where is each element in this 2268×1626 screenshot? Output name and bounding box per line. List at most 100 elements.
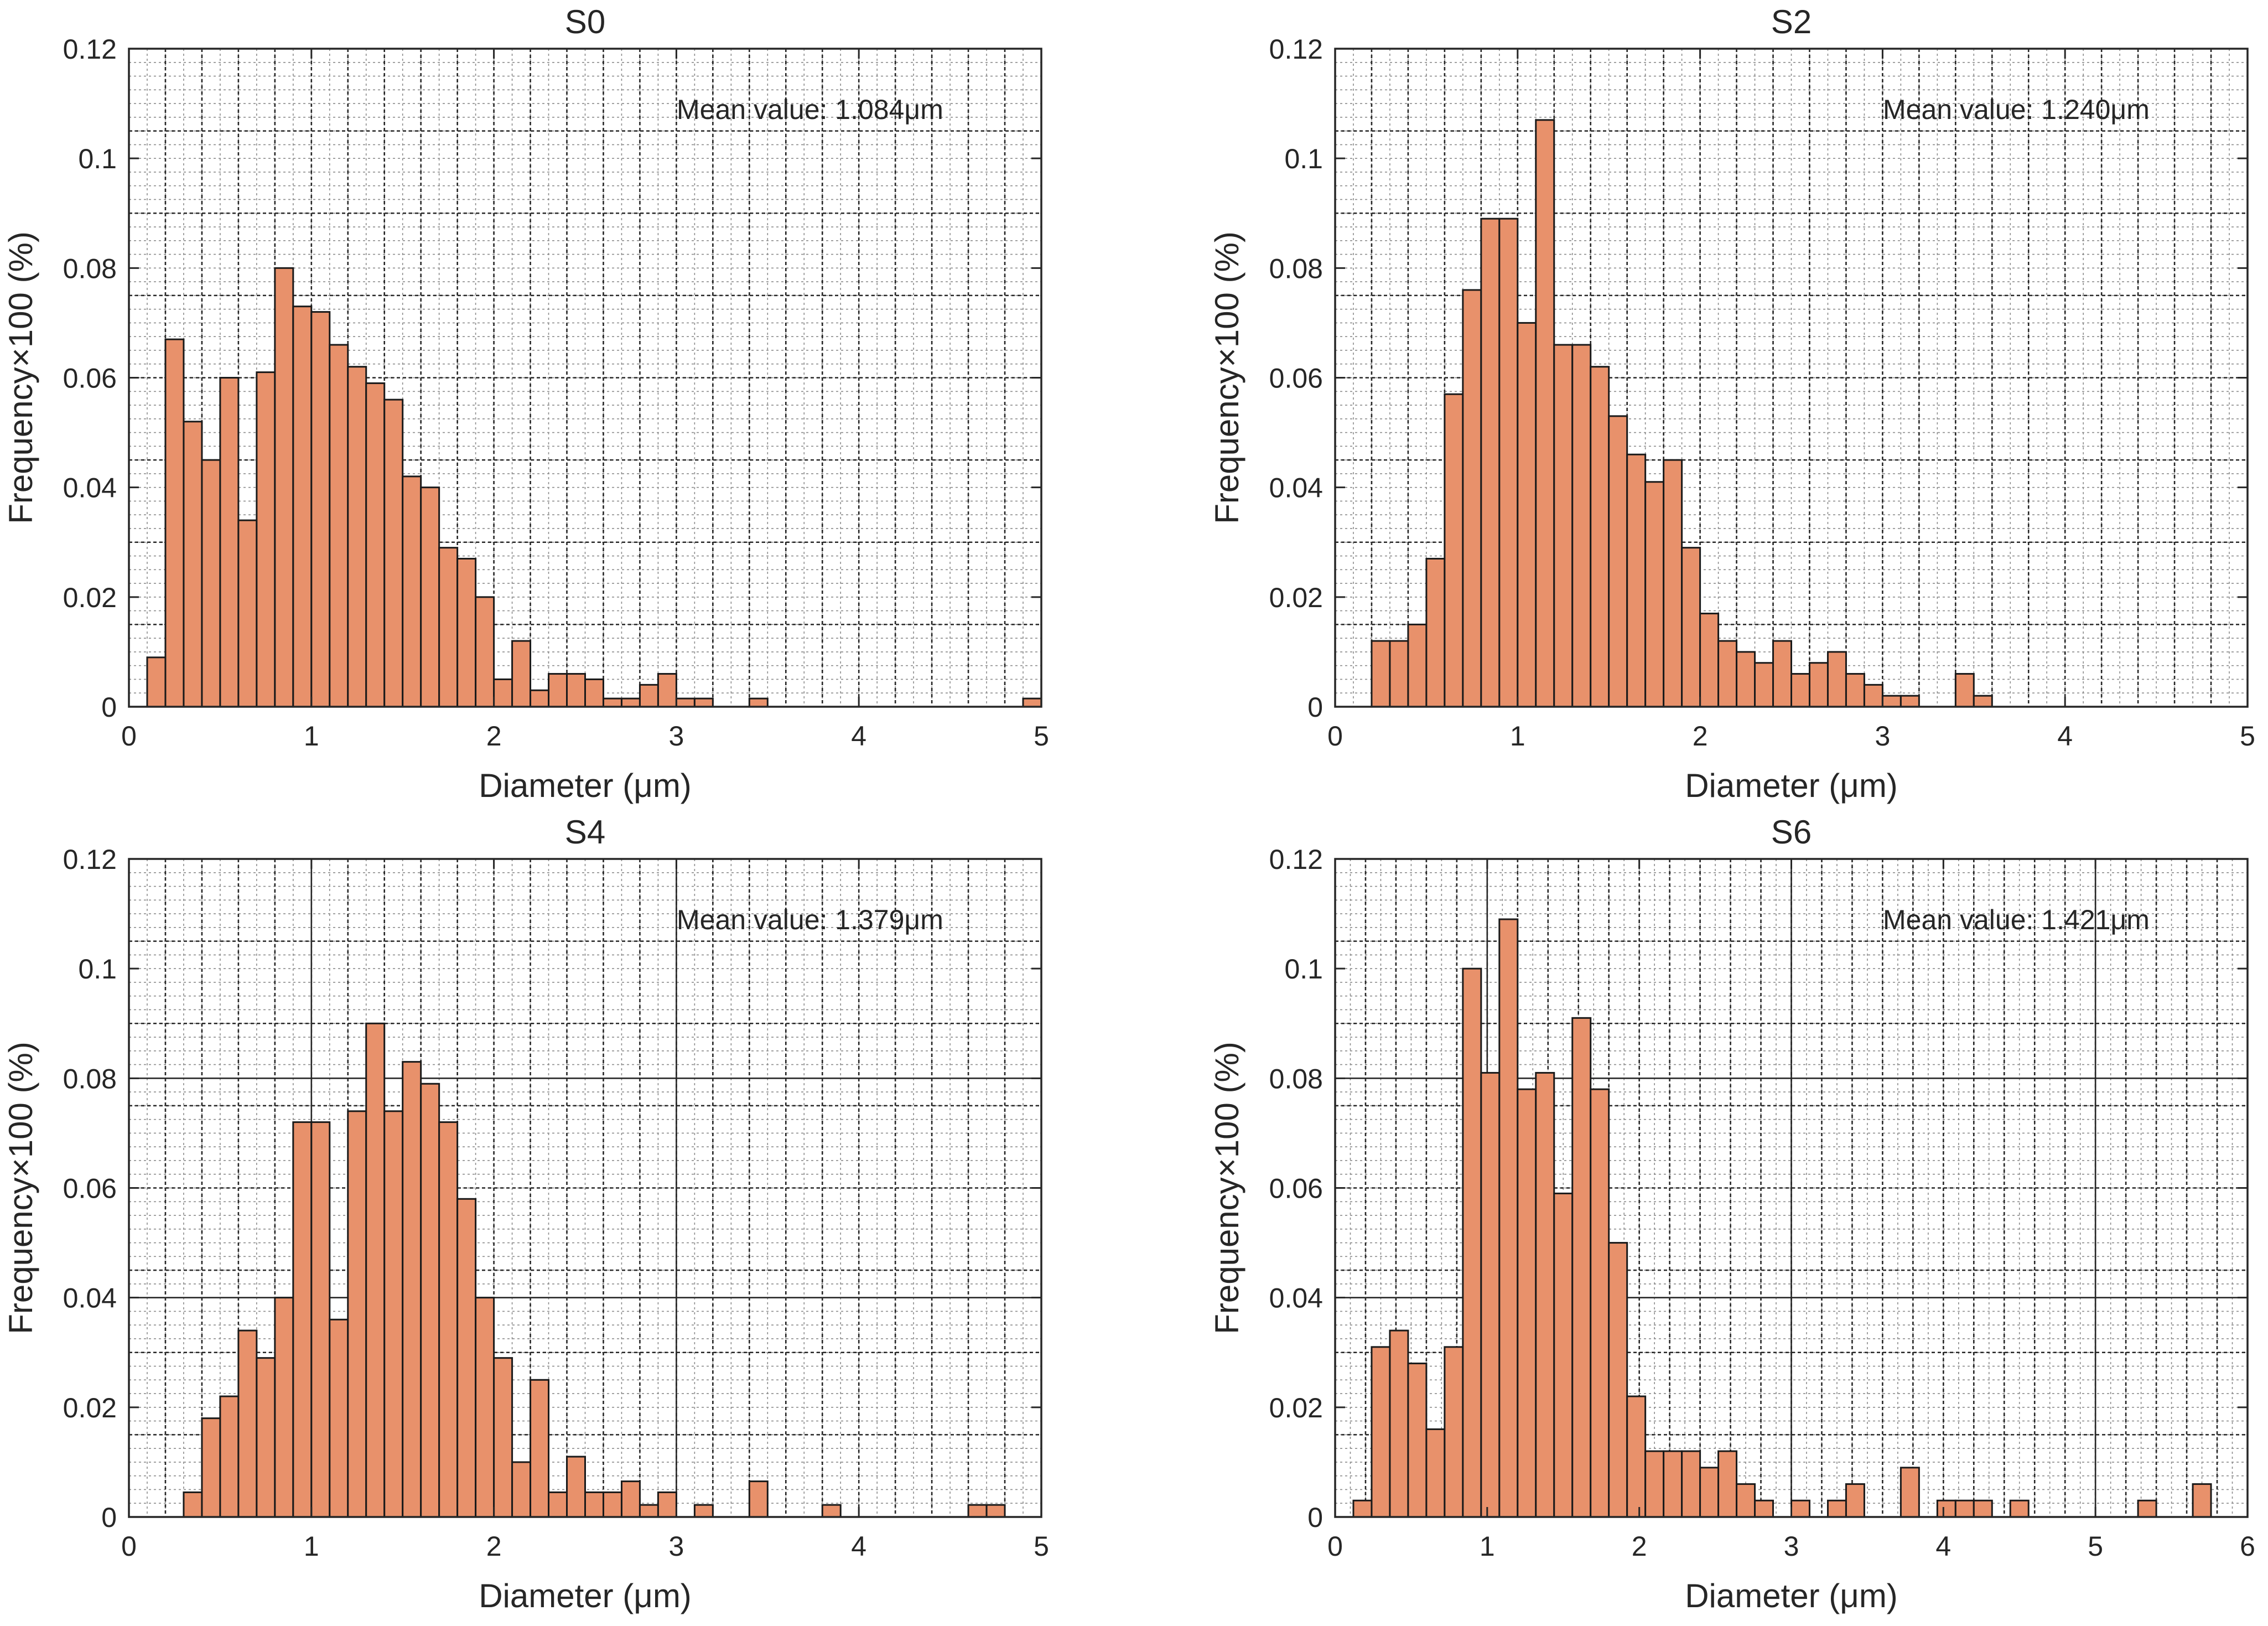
histogram-bar [1736,651,1756,708]
chart-title: S6 [1771,814,1812,851]
histogram-bar [985,1504,1006,1518]
histogram-bar [256,1357,276,1518]
histogram-bar [456,557,477,708]
histogram-bar [530,1379,550,1518]
histogram-bar [584,678,604,708]
y-tick-label: 0 [1307,1502,1323,1533]
x-tick-label: 4 [851,721,866,752]
histogram-bar [1772,640,1793,708]
histogram-bar [1517,322,1537,708]
histogram-bar [1553,344,1574,708]
histogram-bar [1462,967,1482,1518]
histogram-bar [620,697,641,708]
histogram-bar [365,1022,386,1518]
histogram-bar [402,475,422,708]
histogram-bar [1936,1499,1956,1518]
histogram-bar [310,1121,331,1518]
y-tick-label: 0.04 [63,473,117,504]
histogram-bar [383,398,404,708]
histogram-bar [274,267,294,708]
x-tick-label: 3 [668,1531,684,1562]
histogram-bar [1571,1017,1592,1518]
histogram-bar [475,1297,495,1518]
x-tick-label: 3 [1875,721,1890,752]
histogram-bar [1389,1329,1409,1518]
x-tick-label: 3 [668,721,684,752]
histogram-bar [1790,1499,1810,1518]
histogram-bar [1954,673,1975,708]
histogram-bar [748,1480,769,1518]
mean-value-annotation: Mean value: 1.421μm [1883,904,2150,935]
histogram-bar [1754,1499,1774,1518]
x-tick-label: 3 [1784,1531,1799,1562]
histogram-bar [1973,695,1993,708]
histogram-bar [1590,1088,1610,1518]
y-tick-label: 0.06 [1269,1173,1323,1204]
histogram-bar [1845,1483,1865,1518]
histogram-bar [602,1491,622,1518]
histogram-bar [1754,662,1774,708]
histogram-bar [493,1357,513,1518]
y-tick-label: 0.1 [1284,143,1323,174]
y-axis-label: Frequency×100 (%) [1208,231,1245,524]
y-tick-label: 0.08 [63,1063,117,1094]
histogram-bar [420,1083,440,1518]
histogram-bar [1535,1071,1555,1518]
histogram-bar [493,678,513,708]
x-tick-label: 2 [1632,1531,1647,1562]
y-tick-label: 0.06 [63,363,117,394]
histogram-bar [201,459,221,708]
y-tick-label: 0.08 [1269,253,1323,284]
histogram-bar [1717,1450,1738,1518]
histogram-bar [1699,1467,1720,1518]
histogram-bar [1425,557,1446,708]
y-tick-label: 0.02 [63,1392,117,1423]
y-tick-label: 0.02 [1269,1392,1323,1423]
histogram-bar [1681,547,1701,708]
histogram-bar [1371,1346,1391,1518]
x-tick-label: 2 [486,1531,502,1562]
histogram-bar [548,673,568,708]
x-tick-label: 6 [2240,1531,2255,1562]
chart-panel-s6: 0 1 2 3 4 5 6 0 0.02 0.04 0.06 0.08 0.1 0.12 S6 Diamete… [1208,814,2255,1614]
y-tick-label: 0.12 [63,844,117,875]
histogram-bar [219,377,240,708]
histogram-bar [530,689,550,708]
histogram-bar [1863,683,1883,708]
y-tick-label: 0.1 [78,954,117,985]
y-tick-label: 0.12 [1269,844,1323,875]
histogram-bar [1699,613,1720,708]
histogram-bar [967,1504,988,1518]
x-tick-label: 0 [1327,721,1343,752]
histogram-bar [1022,697,1042,708]
x-axis-label: Diameter (μm) [479,1577,692,1614]
histogram-bar [566,673,587,708]
histogram-bar [1808,662,1829,708]
histogram-bar [1571,344,1592,708]
histogram-bar [347,1110,367,1518]
histogram-bar [1608,415,1628,708]
y-tick-label: 0.06 [1269,363,1323,394]
y-tick-label: 0 [1307,692,1323,723]
histogram-bar [1389,640,1409,708]
y-tick-label: 0 [101,1502,117,1533]
histogram-bar [1845,673,1865,708]
histogram-bar [1899,1467,1920,1518]
histogram-bar [1681,1450,1701,1518]
histogram-bar [1826,1499,1847,1518]
histogram-bar [511,640,532,708]
chart-panel-s2: 0 1 2 3 4 5 0 0.02 0.04 0.06 0.08 0.1 0.12 S2 Diameter… [1208,3,2255,804]
x-tick-label: 5 [1034,721,1049,752]
histogram-bar [1480,218,1501,708]
y-tick-label: 0.08 [1269,1063,1323,1094]
mean-value-annotation: Mean value: 1.240μm [1883,94,2150,125]
histogram-bar [1608,1242,1628,1518]
histogram-bar [438,547,459,708]
y-axis-label: Frequency×100 (%) [1208,1042,1245,1334]
histogram-bar [1644,1450,1665,1518]
y-tick-label: 0.1 [1284,954,1323,985]
y-tick-label: 0.02 [1269,582,1323,613]
histogram-bar [438,1121,459,1518]
histogram-bar [183,421,203,708]
histogram-bar [402,1061,422,1518]
